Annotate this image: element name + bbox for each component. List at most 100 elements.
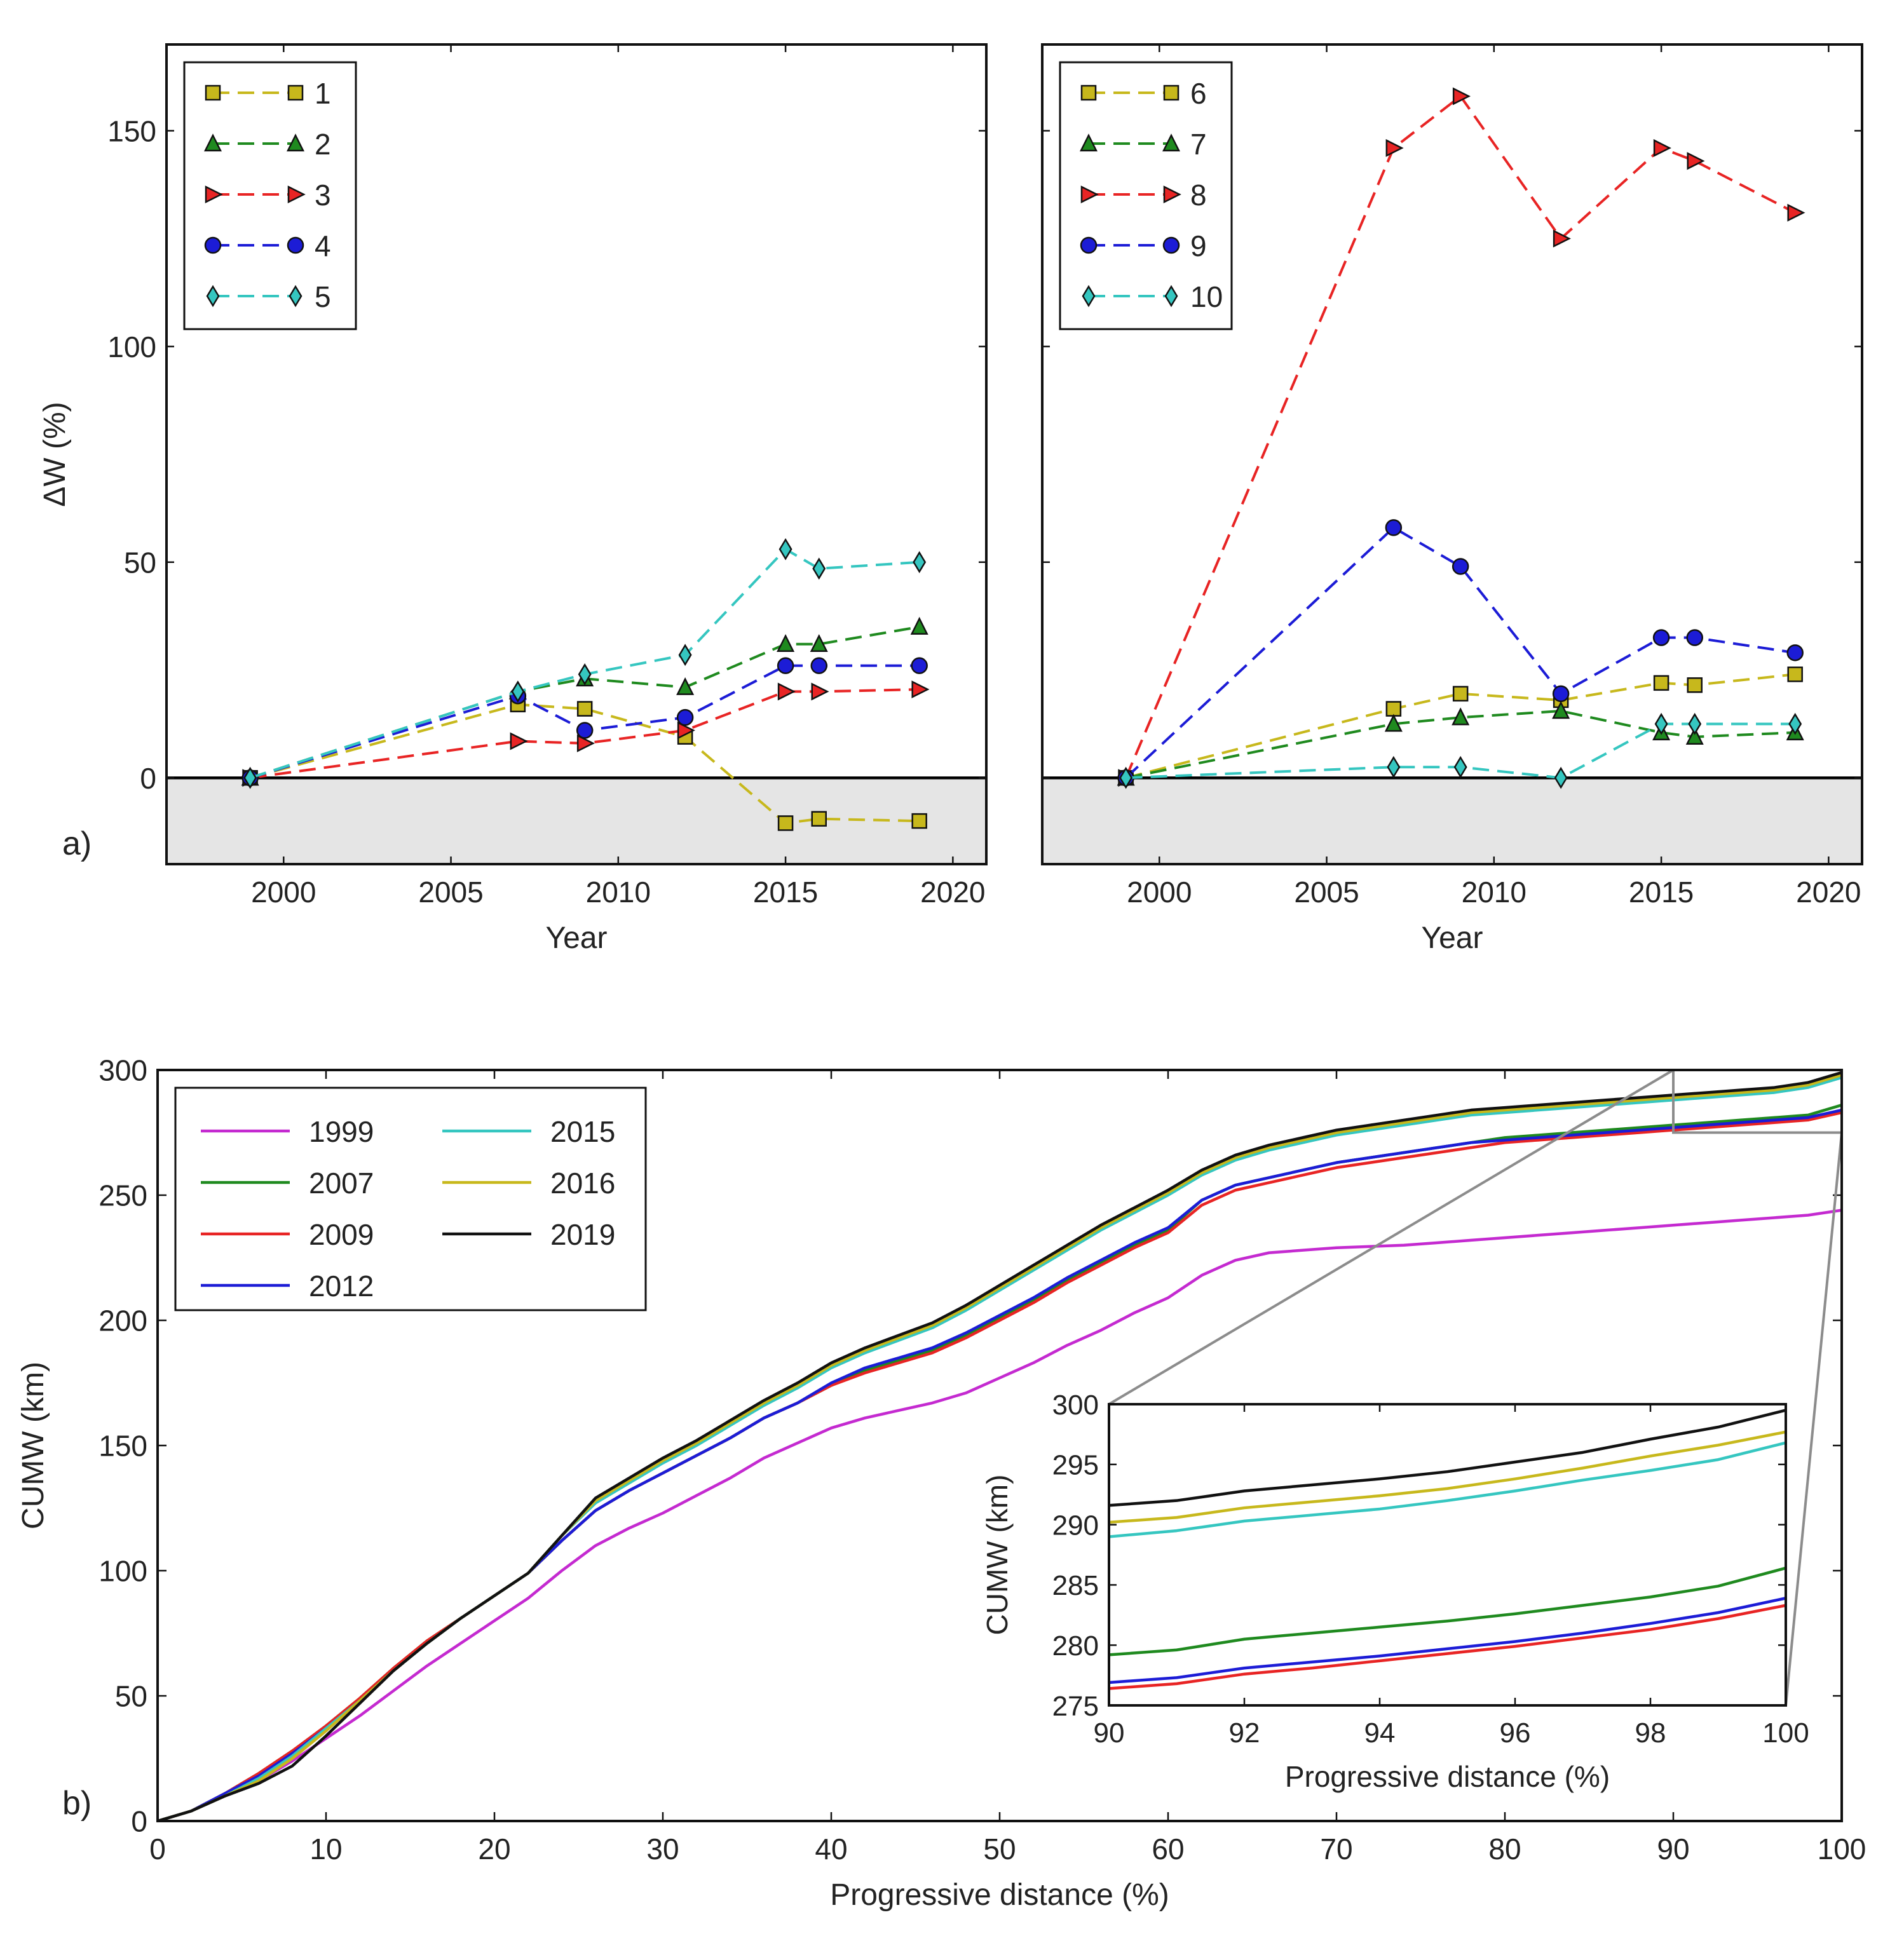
b-main-xtick-label: 70 (1320, 1832, 1352, 1866)
a-left-series-5-point (243, 766, 257, 789)
b-main-xtick-label: 90 (1657, 1832, 1689, 1866)
a-left-ytick-label: 100 (107, 330, 156, 363)
a-left-frame (165, 43, 988, 865)
a-right-series-7-point (1384, 714, 1403, 732)
b-inset-ytick-label: 280 (1052, 1630, 1099, 1662)
b-main-xtick-label: 40 (815, 1832, 847, 1866)
a-right-legend-marker (1164, 285, 1178, 308)
a-left-series-5-point (578, 663, 592, 686)
a-left-legend-label: 4 (315, 229, 331, 262)
a-right-xlabel: Year (1422, 921, 1483, 955)
a-right-series-8-point (1553, 229, 1571, 248)
b-inset-xtick-label: 92 (1229, 1717, 1260, 1749)
a-left-series-4-point (576, 722, 594, 739)
b-main-xtick-label: 50 (983, 1832, 1016, 1866)
a-right-xtick-label: 2000 (1127, 876, 1192, 909)
a-left-legend-marker (206, 285, 220, 308)
a-right-series-7-point (1685, 726, 1704, 745)
b-inset-ytick-label: 295 (1052, 1450, 1099, 1481)
a-left-series-1-point (811, 811, 827, 827)
a-left-legend-marker (287, 85, 304, 101)
a-left-series-3-point (677, 721, 695, 740)
a-right-legend-marker (1162, 236, 1180, 254)
a-left-chart: 2000 2005 2010 2015 2020 0 50 100 150 Year ΔW (%) 1… (38, 43, 988, 955)
a-left-legend-marker (287, 236, 304, 254)
a-right-series-10-point (1119, 766, 1133, 789)
b-inset-series-2009-line (1108, 1604, 1786, 1690)
b-inset-frame (1108, 1403, 1787, 1707)
a-right-series-6-point (1787, 667, 1803, 682)
a-right-series-6-point (1452, 686, 1469, 702)
a-left-xtick-label: 2005 (418, 876, 483, 909)
a-right-series-8-point (1687, 152, 1705, 170)
a-left-legend-marker (205, 185, 223, 204)
a-left-series-4-point (810, 657, 827, 674)
a-right-chart: 2000 2005 2010 2015 2020 Year 6 7 8 9 10 (1041, 43, 1863, 955)
b-main-ytick-label: 200 (99, 1304, 147, 1337)
b-inset-xtick-label: 96 (1500, 1717, 1531, 1749)
a-right-series-9-point (1552, 685, 1570, 703)
a-left-xlabel: Year (546, 921, 608, 955)
a-left-series-4-point (911, 657, 928, 674)
a-right-legend-label: 9 (1190, 229, 1207, 262)
a-right-series-9-point (1385, 519, 1403, 536)
a-right-series-10-point (1453, 755, 1467, 778)
a-right-frame (1041, 43, 1863, 865)
a-right-legend-marker (1080, 85, 1097, 101)
a-left-series-2-point (676, 677, 695, 695)
a-left-legend-marker (287, 185, 306, 204)
a-left-legend-marker (286, 133, 305, 152)
a-right-legend-marker (1082, 285, 1096, 308)
b-main-frame (156, 1069, 1843, 1822)
a-left-series-1-point (911, 813, 927, 829)
b-inset-ytick-label: 285 (1052, 1570, 1099, 1601)
a-left-legend-marker (205, 85, 221, 101)
panel-a-label: a) (62, 825, 92, 862)
b-main-legend-label: 2019 (550, 1218, 615, 1251)
b-main-series-2019-line (157, 1071, 1842, 1823)
a-left-ytick-label: 50 (124, 546, 156, 579)
a-left-series-5-point (511, 680, 525, 703)
a-left-ytick-label: 0 (140, 762, 156, 795)
b-main-legend: 1999 2007 2009 2012 2015 2016 2019 (174, 1087, 647, 1311)
a-right-legend-label: 6 (1190, 77, 1207, 110)
b-inset-chart: 90 92 94 96 98 100 275 280 285 290 295 300 Progressi… (981, 1390, 1809, 1793)
a-left-xtick-label: 2000 (251, 876, 316, 909)
b-main-xtick-label: 20 (478, 1832, 510, 1866)
b-inset-plot-area (1109, 1404, 1786, 1705)
a-right-series-7-point (1452, 707, 1470, 726)
b-inset-ytick-label: 290 (1052, 1510, 1099, 1541)
a-left-series-3-point (811, 682, 829, 701)
panel-b-label: b) (62, 1785, 92, 1822)
a-left-legend-marker (204, 236, 222, 254)
a-right-series-8-point (1385, 139, 1404, 157)
a-left-series-3-point (576, 734, 595, 752)
a-right-series-10-point (1688, 712, 1702, 735)
a-right-legend-label: 10 (1190, 280, 1223, 313)
b-zoom-connector-line (1785, 1132, 1843, 1706)
a-left-legend-marker (289, 285, 303, 308)
a-right-xtick-label: 2015 (1629, 876, 1694, 909)
a-right-series-10-point (1654, 712, 1668, 735)
b-main-ytick-label: 100 (99, 1555, 147, 1588)
a-right-series-10-point (1554, 766, 1568, 789)
a-right-legend-label: 8 (1190, 179, 1207, 212)
b-main-legend-box (174, 1087, 647, 1311)
a-right-series-9-point (1452, 558, 1469, 575)
b-main-xtick-label: 10 (309, 1832, 342, 1866)
b-inset-ytick-label: 275 (1052, 1691, 1099, 1722)
a-right-legend-marker (1080, 185, 1099, 204)
b-main-legend-label: 2012 (309, 1270, 374, 1303)
a-left-legend: 1 2 3 4 5 (183, 61, 357, 330)
b-inset-ylabel: CUMW (km) (981, 1475, 1014, 1635)
a-left-series-1-point (777, 815, 794, 831)
a-left-series-4-point (676, 708, 694, 726)
a-left-series-5-point (779, 538, 792, 560)
a-left-series-4-point (777, 657, 794, 674)
a-right-series-6-point (1385, 701, 1402, 717)
a-right-series-8-point (1653, 139, 1671, 157)
b-inset-series-2019-line (1108, 1409, 1786, 1507)
a-right-series-9-point (1686, 629, 1703, 646)
b-main-xtick-label: 100 (1818, 1832, 1867, 1866)
b-main-ytick-label: 250 (99, 1179, 147, 1212)
